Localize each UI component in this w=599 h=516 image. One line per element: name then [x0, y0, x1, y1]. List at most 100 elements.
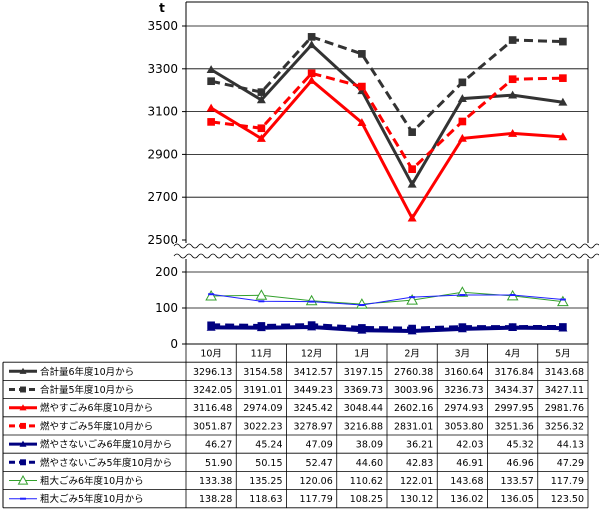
y-tick-label: 200	[155, 265, 178, 279]
data-point	[508, 90, 518, 99]
data-label: 108.25	[350, 494, 383, 505]
data-point	[408, 324, 416, 333]
x-tick-label: 10月	[200, 348, 222, 359]
data-point	[407, 179, 417, 188]
data-point	[307, 321, 316, 329]
x-tick-label: 1月	[354, 348, 370, 359]
x-tick-label: 4月	[505, 348, 521, 359]
data-label: 3216.88	[344, 421, 383, 432]
data-label: 117.79	[551, 476, 584, 487]
data-point	[407, 213, 417, 222]
series-path	[211, 293, 563, 306]
data-label: 3278.97	[293, 421, 332, 432]
y-tick-label: 3500	[147, 19, 178, 33]
data-label: 2974.93	[444, 403, 483, 414]
data-point	[558, 132, 568, 141]
y-tick-label: 2900	[147, 147, 178, 161]
data-label: 3236.73	[444, 385, 483, 396]
data-label: 3197.15	[344, 367, 383, 378]
legend-label: 燃やさないごみ5年度10月から	[40, 457, 172, 469]
data-point	[206, 103, 216, 112]
series-line-6	[205, 286, 569, 309]
data-point	[257, 88, 266, 96]
data-point	[205, 289, 217, 301]
legend-marker	[20, 459, 26, 466]
y-tick-label: 2500	[147, 233, 178, 247]
series-line-3	[207, 69, 567, 173]
data-point	[508, 128, 518, 137]
data-point	[458, 117, 467, 126]
legend-label: 粗大ごみ6年度10月から	[40, 475, 144, 487]
y-tick-label: 3300	[147, 62, 178, 76]
data-point	[256, 134, 266, 142]
legend-label: 燃やすごみ5年度10月から	[40, 420, 153, 432]
data-label: 3251.36	[494, 421, 533, 432]
legend-label: 燃やさないごみ6年度10月から	[40, 439, 172, 451]
data-label: 3434.37	[494, 385, 533, 396]
data-label: 122.01	[400, 476, 433, 487]
series-path	[211, 323, 563, 331]
data-point	[257, 322, 266, 330]
y-tick-label: 3100	[147, 105, 178, 119]
data-label: 130.12	[400, 494, 433, 505]
data-label: 47.29	[557, 458, 584, 469]
axis-break-line	[173, 253, 599, 259]
data-label: 51.90	[205, 458, 232, 469]
data-label: 3143.68	[545, 367, 584, 378]
data-label: 136.02	[450, 494, 483, 505]
data-label: 3427.11	[545, 385, 584, 396]
legend-marker	[19, 367, 27, 374]
legend-label: 燃やすごみ6年度10月から	[40, 402, 153, 414]
data-label: 44.13	[557, 440, 584, 451]
series-line-0	[206, 40, 568, 188]
data-label: 117.79	[300, 494, 333, 505]
data-label: 3176.84	[494, 367, 533, 378]
data-point	[207, 77, 215, 86]
data-label: 2602.16	[394, 403, 433, 414]
axis-break-line	[173, 243, 599, 249]
data-label: 46.96	[507, 458, 534, 469]
data-label: 110.62	[350, 476, 383, 487]
data-label: 3160.64	[444, 367, 483, 378]
data-point	[358, 324, 366, 332]
data-label: 2981.76	[545, 403, 584, 414]
data-label: 135.25	[249, 476, 282, 487]
data-point	[458, 323, 467, 331]
data-label: 143.68	[450, 476, 483, 487]
data-point	[508, 36, 517, 44]
data-label: 120.06	[300, 476, 333, 487]
data-point	[457, 133, 467, 142]
data-point	[508, 75, 517, 84]
y-tick-label: 100	[155, 301, 178, 315]
data-label: 52.47	[306, 458, 333, 469]
data-label: 42.03	[456, 440, 483, 451]
data-label: 3116.48	[193, 403, 232, 414]
data-label: 3449.23	[293, 385, 332, 396]
data-label: 3256.32	[545, 421, 584, 432]
data-label: 36.21	[406, 440, 433, 451]
series-path	[210, 71, 563, 172]
legend-marker	[20, 386, 26, 393]
data-point	[256, 95, 266, 104]
data-point	[307, 33, 316, 41]
legend-marker	[19, 404, 27, 411]
data-label: 45.32	[507, 440, 534, 451]
data-label: 2997.95	[494, 403, 533, 414]
data-label: 46.27	[205, 440, 232, 451]
data-label: 3022.23	[243, 421, 282, 432]
data-label: 3003.96	[394, 385, 433, 396]
data-point	[206, 65, 216, 74]
data-point	[558, 97, 568, 106]
data-point	[307, 69, 316, 78]
data-point	[458, 78, 467, 87]
data-label: 3048.44	[344, 403, 383, 414]
legend-label: 合計量6年度10月から	[40, 366, 134, 378]
x-tick-label: 3月	[455, 348, 471, 359]
data-label: 3296.13	[193, 367, 232, 378]
data-point	[559, 37, 567, 46]
series-line-5	[207, 321, 567, 333]
data-label: 3242.05	[193, 385, 232, 396]
data-point	[408, 165, 416, 173]
data-label: 3369.73	[344, 385, 383, 396]
